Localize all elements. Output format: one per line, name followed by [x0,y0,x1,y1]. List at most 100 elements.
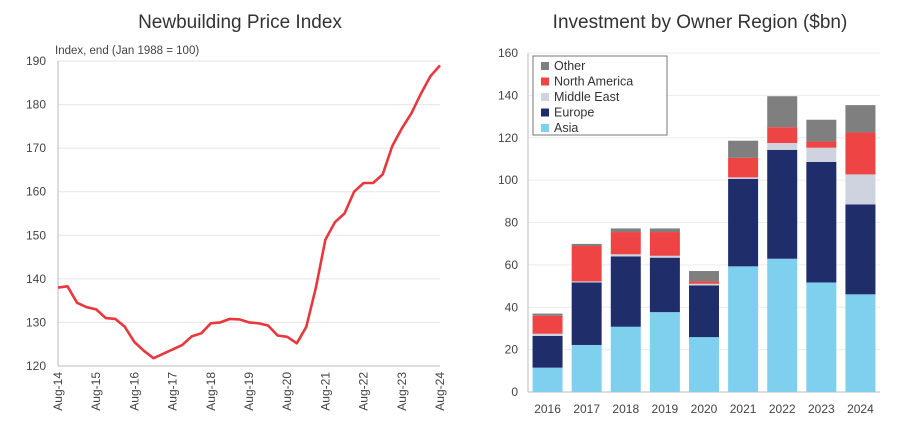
x-tick-label: 2021 [730,402,757,416]
bar-segment-europe [689,285,719,338]
y-tick-label: 150 [26,228,46,242]
y-tick-label: 140 [498,88,518,102]
y-tick-label: 120 [26,359,46,373]
x-tick-label: 2018 [612,402,639,416]
bar-segment-north-america [689,281,719,284]
bar-segment-other [610,228,641,233]
bar-segment-europe [728,178,759,267]
x-tick-label: Aug-16 [127,372,141,411]
legend-label: North America [554,75,633,89]
x-tick-label: Aug-21 [318,372,332,411]
bar-segment-north-america [845,132,876,175]
x-tick-label: Aug-24 [433,372,447,411]
bar-segment-other [649,228,680,233]
investment-chart: Investment by Owner Region ($bn) 0 20 40 60… [498,12,880,416]
bar-segment-north-america [532,315,563,334]
x-tick-label: 2019 [652,402,679,416]
chart-title: Investment by Owner Region ($bn) [553,12,848,33]
bar-segment-north-america [767,127,798,144]
y-tick-label: 120 [498,131,518,145]
bar-segment-north-america [806,141,837,148]
price-index-line [57,64,441,360]
legend-swatch [541,77,549,86]
x-tick-label: Aug-18 [204,372,218,411]
x-tick-label: 2023 [808,402,835,416]
bar-segment-other [806,119,837,142]
x-tick-label: Aug-14 [51,372,65,411]
y-tick-label: 0 [511,385,518,399]
legend-label: Europe [554,106,594,120]
bar-segment-other [845,105,876,133]
bar-segment-north-america [728,157,759,178]
bar-segment-middle-east [689,283,719,286]
bar-segment-europe [806,161,837,283]
bar-segment-asia [806,282,837,392]
bar-segment-other [689,271,719,282]
bar-segment-europe [610,256,641,327]
bar-segment-asia [689,337,719,392]
y-tick-label: 60 [505,258,519,272]
y-tick-label: 80 [505,216,519,230]
x-tick-label: Aug-19 [242,372,256,411]
bar-segment-asia [728,266,759,392]
y-tick-label: 40 [505,300,519,314]
bar-segment-middle-east [610,254,641,257]
bar-segment-asia [649,312,680,392]
y-tick-label: 160 [26,185,46,199]
bar-segment-europe [571,282,602,345]
y-tick-label: 140 [26,272,46,286]
bar-segment-asia [767,258,798,392]
bar-segment-middle-east [767,143,798,150]
legend-swatch [541,108,549,117]
bar-segment-middle-east [649,255,680,258]
legend-swatch [541,62,549,70]
bar-segment-europe [532,335,563,368]
bar-segment-asia [571,344,602,392]
x-tick-label: Aug-23 [395,372,409,411]
x-tick-label: Aug-20 [280,372,294,411]
x-tick-label: Aug-22 [357,372,371,411]
chart-title: Newbuilding Price Index [138,12,342,33]
x-tick-label: 2020 [691,402,718,416]
legend-label: Middle East [554,90,620,104]
chart-subtitle: Index, end (Jan 1988 = 100) [55,45,199,57]
y-tick-label: 130 [26,315,46,329]
bar-segment-europe [845,204,876,295]
bar-segment-europe [767,149,798,259]
bar-segment-middle-east [845,174,876,205]
x-tick-label: 2017 [573,402,600,416]
x-tick-label: Aug-15 [89,372,103,411]
x-tick-label: 2024 [847,402,874,416]
y-tick-label: 100 [498,173,518,187]
y-tick-label: 20 [505,343,519,357]
bar-segment-europe [649,257,680,313]
bar-segment-asia [610,326,641,392]
bar-segment-north-america [610,232,641,255]
bar-segment-asia [532,367,563,392]
x-tick-label: 2016 [534,402,561,416]
bar-segment-middle-east [806,147,837,162]
bar-segment-other [532,313,563,316]
bar-segment-asia [845,294,876,392]
bar-segment-north-america [571,246,602,282]
x-tick-label: Aug-17 [166,372,180,411]
y-tick-label: 170 [26,141,46,155]
bar-segment-other [728,140,759,158]
bar-segment-north-america [649,232,680,256]
bar-segment-other [571,243,602,247]
bar-segment-middle-east [532,333,563,336]
legend-label: Other [554,59,585,73]
bar-segment-other [767,96,798,128]
legend-swatch [541,93,549,101]
y-tick-label: 160 [498,46,518,60]
x-tick-label: 2022 [769,402,796,416]
legend-label: Asia [554,121,578,135]
y-tick-label: 190 [26,54,46,68]
bar-segment-middle-east [571,281,602,283]
bar-segment-middle-east [728,177,759,179]
legend-swatch [541,124,549,132]
y-tick-label: 180 [26,98,46,112]
price-index-chart: Newbuilding Price Index Index, end (Jan … [26,12,447,411]
